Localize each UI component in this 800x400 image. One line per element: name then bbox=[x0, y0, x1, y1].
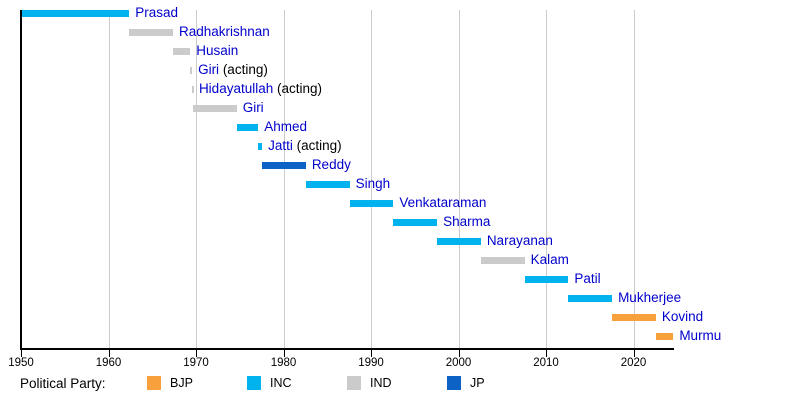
legend-swatch-inc bbox=[247, 376, 261, 390]
legend-item-jp: JP bbox=[447, 375, 485, 391]
x-tick-1980 bbox=[283, 350, 285, 357]
bar-label-ahmed: Ahmed bbox=[264, 119, 307, 135]
bar-label-singh: Singh bbox=[356, 176, 391, 192]
term-bar-kovind bbox=[612, 314, 656, 321]
bar-label-patil: Patil bbox=[574, 271, 600, 287]
bar-label-kovind: Kovind bbox=[662, 309, 703, 325]
x-tick-label-1990: 1990 bbox=[358, 357, 384, 369]
gridline-2020 bbox=[633, 10, 635, 348]
term-bar-prasad bbox=[21, 10, 130, 17]
president-name-link[interactable]: Jatti bbox=[268, 138, 293, 153]
x-tick-1950 bbox=[21, 350, 22, 357]
president-name-link[interactable]: Patil bbox=[574, 271, 601, 286]
president-name-link[interactable]: Sharma bbox=[443, 214, 491, 229]
legend-swatch-ind bbox=[347, 376, 361, 390]
term-bar-giri bbox=[192, 105, 237, 112]
president-name-link[interactable]: Singh bbox=[355, 176, 391, 191]
x-tick-2020 bbox=[633, 350, 635, 357]
y-axis-line bbox=[20, 10, 22, 350]
president-name-link[interactable]: Giri bbox=[242, 100, 264, 115]
bar-label-radhakrishnan: Radhakrishnan bbox=[179, 24, 270, 40]
gridline-2000 bbox=[458, 10, 460, 348]
x-tick-label-2010: 2010 bbox=[533, 357, 559, 369]
acting-suffix: (acting) bbox=[273, 81, 323, 96]
term-bar-radhakrishnan bbox=[129, 29, 173, 36]
legend-label-inc: INC bbox=[270, 376, 292, 390]
president-name-link[interactable]: Hidayatullah bbox=[198, 81, 274, 96]
x-tick-label-2020: 2020 bbox=[620, 357, 647, 369]
x-tick-label-2000: 2000 bbox=[445, 357, 472, 369]
term-bar-patil bbox=[524, 276, 569, 283]
x-tick-label-1950: 1950 bbox=[8, 357, 34, 369]
x-tick-label-1980: 1980 bbox=[270, 357, 297, 369]
legend: Political Party: BJP INC IND JP bbox=[0, 374, 800, 394]
president-name-link[interactable]: Mukherjee bbox=[618, 290, 682, 305]
term-bar-reddy bbox=[262, 162, 306, 169]
bar-label-husain: Husain bbox=[196, 43, 238, 59]
president-name-link[interactable]: Prasad bbox=[135, 5, 179, 20]
gridline-2010 bbox=[546, 10, 547, 348]
legend-label-ind: IND bbox=[370, 376, 392, 390]
legend-swatch-bjp bbox=[147, 376, 161, 390]
president-name-link[interactable]: Husain bbox=[196, 43, 239, 58]
x-tick-1960 bbox=[108, 350, 110, 357]
bar-label-reddy: Reddy bbox=[312, 157, 351, 173]
x-tick-label-1960: 1960 bbox=[95, 357, 122, 369]
legend-label-bjp: BJP bbox=[170, 376, 193, 390]
bar-label-narayanan: Narayanan bbox=[487, 233, 553, 249]
term-bar-kalam bbox=[480, 257, 525, 264]
term-bar-husain bbox=[172, 48, 191, 55]
bar-label-venkataraman: Venkataraman bbox=[399, 195, 486, 211]
term-bar-ahmed bbox=[236, 124, 259, 131]
acting-suffix: (acting) bbox=[219, 62, 268, 77]
president-name-link[interactable]: Venkataraman bbox=[399, 195, 487, 210]
president-name-link[interactable]: Kovind bbox=[661, 309, 704, 324]
gridline-1970 bbox=[196, 10, 197, 348]
term-bar-singh bbox=[305, 181, 350, 188]
president-name-link[interactable]: Radhakrishnan bbox=[178, 24, 270, 39]
x-tick-2010 bbox=[546, 350, 547, 357]
term-bar-mukherjee bbox=[568, 295, 613, 302]
x-axis-line bbox=[20, 348, 674, 350]
bar-label-kalam: Kalam bbox=[531, 252, 569, 268]
bar-label-mukherjee: Mukherjee bbox=[618, 290, 681, 306]
x-tick-2000 bbox=[458, 350, 460, 357]
bar-label-giri: Giri bbox=[243, 100, 264, 116]
x-tick-1990 bbox=[371, 350, 372, 357]
bar-label-hidayatullah-acting-: Hidayatullah (acting) bbox=[199, 81, 322, 97]
term-bar-murmu bbox=[655, 333, 674, 340]
legend-item-ind: IND bbox=[347, 375, 392, 391]
president-name-link[interactable]: Narayanan bbox=[486, 233, 553, 248]
term-bar-hidayatullah-acting- bbox=[192, 86, 195, 93]
acting-suffix: (acting) bbox=[292, 138, 342, 153]
bar-label-murmu: Murmu bbox=[679, 328, 721, 344]
gridline-1960 bbox=[108, 10, 110, 348]
gridline-1990 bbox=[371, 10, 372, 348]
president-name-link[interactable]: Kalam bbox=[530, 252, 569, 267]
gridline-1980 bbox=[283, 10, 285, 348]
president-name-link[interactable]: Giri bbox=[198, 62, 220, 77]
bar-label-jatti-acting-: Jatti (acting) bbox=[268, 138, 342, 154]
bar-label-giri-acting-: Giri (acting) bbox=[198, 62, 268, 78]
x-tick-1970 bbox=[196, 350, 197, 357]
term-bar-venkataraman bbox=[349, 200, 394, 207]
legend-swatch-jp bbox=[447, 376, 461, 390]
legend-item-inc: INC bbox=[247, 375, 292, 391]
president-name-link[interactable]: Murmu bbox=[679, 328, 722, 343]
x-tick-label-1970: 1970 bbox=[183, 357, 209, 369]
legend-item-bjp: BJP bbox=[147, 375, 193, 391]
president-name-link[interactable]: Ahmed bbox=[264, 119, 307, 134]
term-bar-jatti-acting- bbox=[258, 143, 263, 150]
legend-label-jp: JP bbox=[470, 376, 485, 390]
term-bar-giri-acting- bbox=[190, 67, 193, 74]
term-bar-narayanan bbox=[437, 238, 481, 245]
legend-title: Political Party: bbox=[20, 376, 106, 391]
term-bar-sharma bbox=[393, 219, 438, 226]
president-name-link[interactable]: Reddy bbox=[311, 157, 351, 172]
bar-label-prasad: Prasad bbox=[135, 5, 178, 21]
bar-label-sharma: Sharma bbox=[443, 214, 490, 230]
